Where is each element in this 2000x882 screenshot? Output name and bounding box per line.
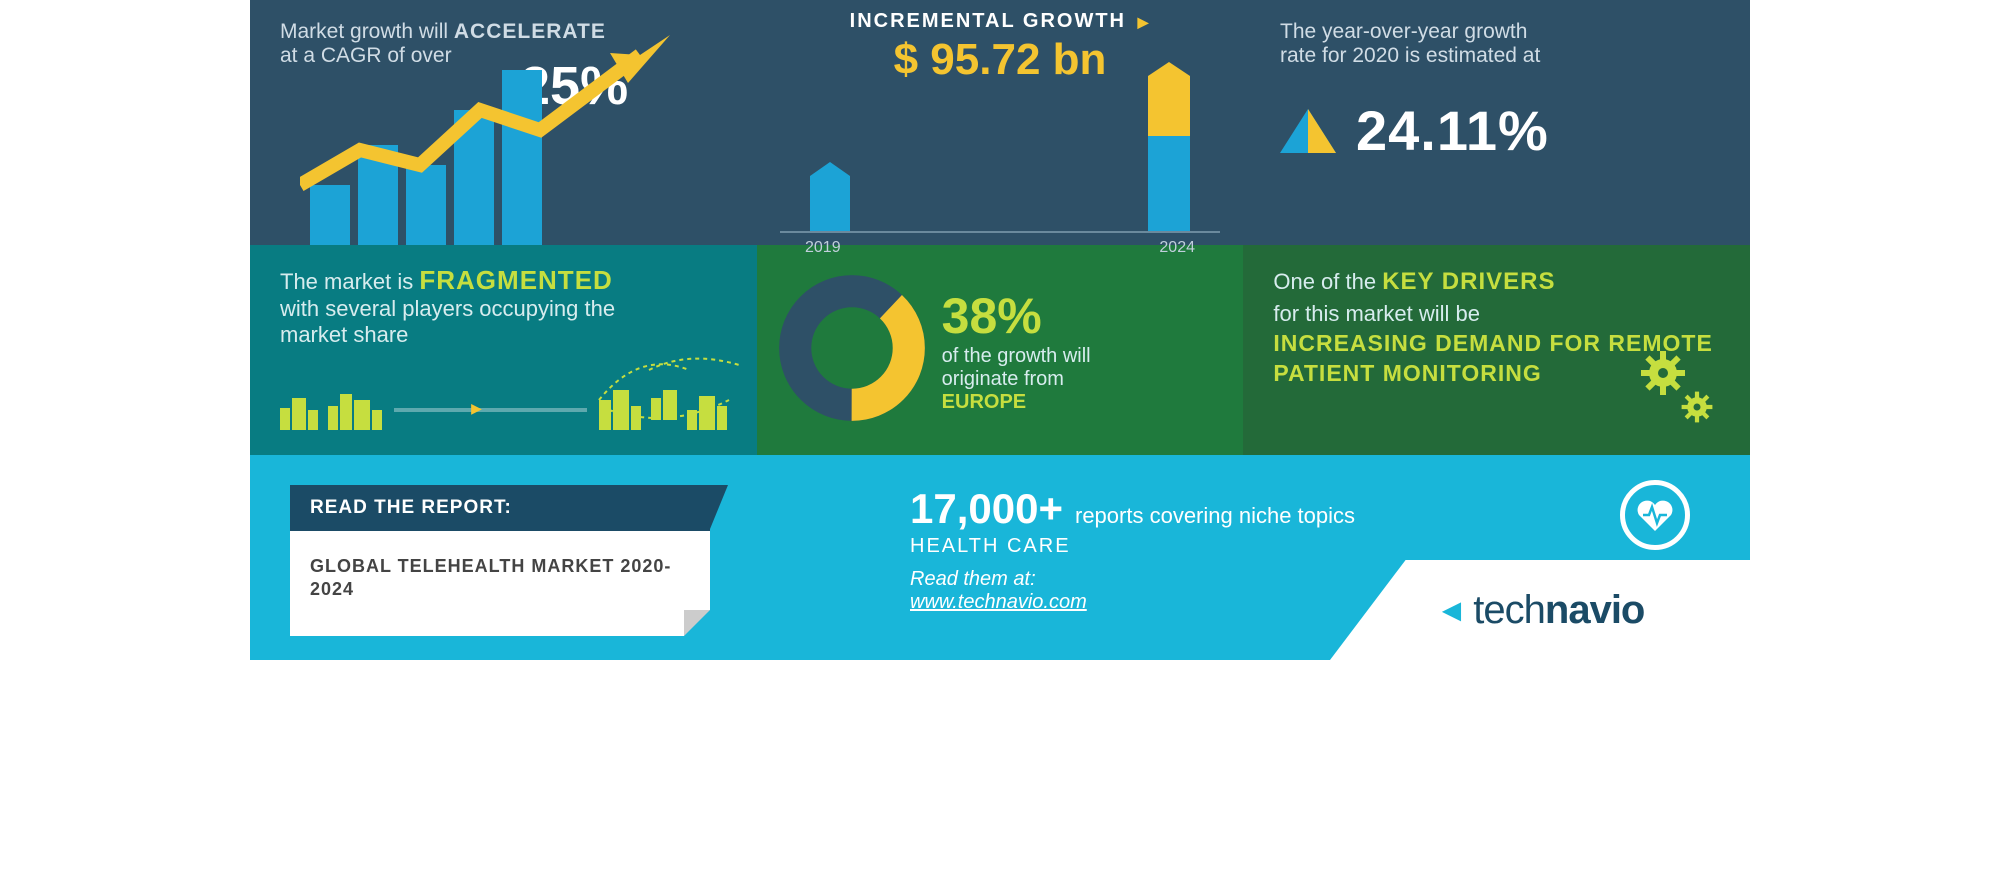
yoy-value-group: 24.11% xyxy=(1280,98,1720,163)
incremental-year-labels: 2019 2024 xyxy=(780,239,1220,257)
frag-pre: The market is xyxy=(280,269,419,294)
incremental-bar-2024-top xyxy=(1148,76,1190,136)
incremental-bar-2019 xyxy=(810,176,850,231)
donut-chart xyxy=(777,273,927,428)
report-title: GLOBAL TELEHEALTH MARKET 2020-2024 xyxy=(290,531,710,636)
brand-post: navio xyxy=(1545,588,1644,632)
technavio-link[interactable]: www.technavio.com xyxy=(910,591,1087,613)
row-1: Market growth will ACCELERATE at a CAGR … xyxy=(250,0,1750,245)
europe-pct: 38% xyxy=(942,287,1224,345)
europe-text: 38% of the growth will originate from EU… xyxy=(942,287,1224,414)
incremental-bar-2024-base xyxy=(1148,136,1190,231)
report-tab: READ THE REPORT: xyxy=(290,485,710,531)
row-3: READ THE REPORT: GLOBAL TELEHEALTH MARKE… xyxy=(250,455,1750,660)
panel-yoy: The year-over-year growth rate for 2020 … xyxy=(1250,0,1750,245)
driver-mid: for this market will be xyxy=(1273,301,1480,326)
year-start: 2019 xyxy=(805,239,841,257)
yoy-line1: The year-over-year growth xyxy=(1280,20,1527,43)
incremental-title-text: INCREMENTAL GROWTH xyxy=(850,10,1126,32)
europe-region: EUROPE xyxy=(942,391,1224,414)
stat-desc: reports covering niche topics xyxy=(1075,503,1355,529)
incremental-title: INCREMENTAL GROWTH ▶ xyxy=(780,10,1220,33)
fragmented-text: The market is FRAGMENTED with several pl… xyxy=(280,265,727,348)
stat-read-prompt: Read them at: xyxy=(910,568,1355,591)
key-drivers-label: KEY DRIVERS xyxy=(1382,268,1555,295)
gears-icon xyxy=(1635,345,1725,435)
europe-desc1: of the growth will xyxy=(942,345,1224,368)
stat-category: HEALTH CARE xyxy=(910,535,1355,558)
stats-block: 17,000+ reports covering niche topics HE… xyxy=(910,485,1355,630)
frag-word: FRAGMENTED xyxy=(419,265,612,295)
yoy-value: 24.11% xyxy=(1356,98,1549,163)
logo-corner: ◄ technavio xyxy=(1330,560,1750,660)
infographic-root: Market growth will ACCELERATE at a CAGR … xyxy=(250,0,1750,660)
panel-drivers: One of the KEY DRIVERS for this market w… xyxy=(1243,245,1750,455)
panel-incremental: INCREMENTAL GROWTH ▶ $ 95.72 bn 2019 202… xyxy=(750,0,1250,245)
slider-track xyxy=(394,408,587,412)
frag-post2: market share xyxy=(280,322,408,347)
triangle-up-icon xyxy=(1280,109,1336,153)
report-box: READ THE REPORT: GLOBAL TELEHEALTH MARKE… xyxy=(290,485,710,630)
panel-cagr: Market growth will ACCELERATE at a CAGR … xyxy=(250,0,750,245)
growth-arrow-icon xyxy=(300,35,720,215)
europe-desc2: originate from xyxy=(942,368,1224,391)
row-2: The market is FRAGMENTED with several pl… xyxy=(250,245,1750,455)
stat-number: 17,000+ xyxy=(910,485,1063,533)
yoy-line2: rate for 2020 is estimated at xyxy=(1280,44,1540,67)
brand-name: technavio xyxy=(1473,588,1644,633)
year-end: 2024 xyxy=(1159,239,1195,257)
driver-pre: One of the xyxy=(1273,269,1382,294)
triangle-right-icon: ▶ xyxy=(1138,14,1151,30)
buildings-graphic xyxy=(280,390,727,430)
brand-pre: tech xyxy=(1473,588,1545,632)
building-cluster-left xyxy=(280,394,382,430)
logo-arrow-icon: ◄ xyxy=(1436,592,1468,629)
heart-pulse-icon xyxy=(1620,480,1690,550)
panel-europe: 38% of the growth will originate from EU… xyxy=(757,245,1244,455)
panel-fragmented: The market is FRAGMENTED with several pl… xyxy=(250,245,757,455)
yoy-text: The year-over-year growth rate for 2020 … xyxy=(1280,20,1720,68)
incremental-chart xyxy=(780,93,1220,233)
footer-bar: READ THE REPORT: GLOBAL TELEHEALTH MARKE… xyxy=(250,455,1750,660)
frag-post1: with several players occupying the xyxy=(280,296,615,321)
